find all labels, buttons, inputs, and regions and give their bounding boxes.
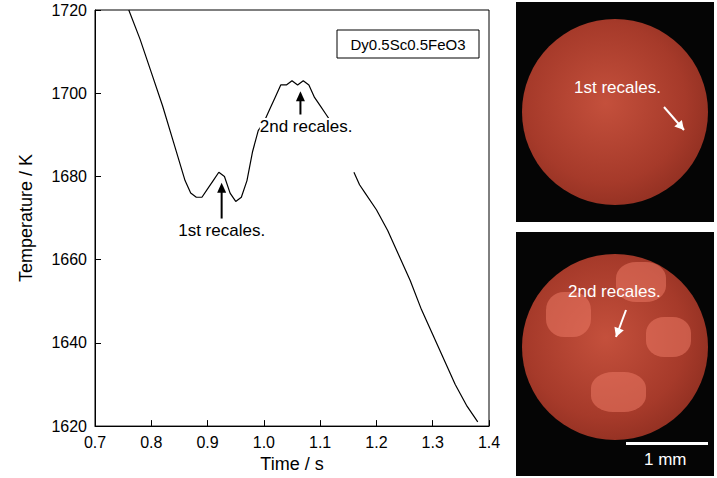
svg-text:1.1: 1.1 [309, 434, 331, 451]
svg-text:Time / s: Time / s [260, 454, 323, 474]
svg-text:Dy0.5Sc0.5FeO3: Dy0.5Sc0.5FeO3 [350, 36, 465, 53]
svg-text:1720: 1720 [51, 2, 87, 19]
svg-text:1660: 1660 [51, 251, 87, 268]
svg-text:0.8: 0.8 [140, 434, 162, 451]
svg-text:1.2: 1.2 [365, 434, 387, 451]
svg-text:1620: 1620 [51, 418, 87, 435]
svg-text:2nd recales.: 2nd recales. [260, 117, 353, 136]
svg-text:Temperature / K: Temperature / K [16, 154, 36, 282]
html-text:1 mm: 1 mm [644, 450, 687, 469]
svg-text:1.3: 1.3 [422, 434, 444, 451]
html-text:1st recales.: 1st recales. [574, 78, 661, 97]
svg-text:1.4: 1.4 [478, 434, 500, 451]
svg-text:1640: 1640 [51, 334, 87, 351]
svg-text:1680: 1680 [51, 168, 87, 185]
svg-text:0.7: 0.7 [84, 434, 106, 451]
svg-text:1.0: 1.0 [253, 434, 275, 451]
svg-text:0.9: 0.9 [196, 434, 218, 451]
html-text:2nd recales.: 2nd recales. [568, 282, 661, 301]
svg-text:1st recales.: 1st recales. [178, 221, 265, 240]
svg-text:1700: 1700 [51, 85, 87, 102]
